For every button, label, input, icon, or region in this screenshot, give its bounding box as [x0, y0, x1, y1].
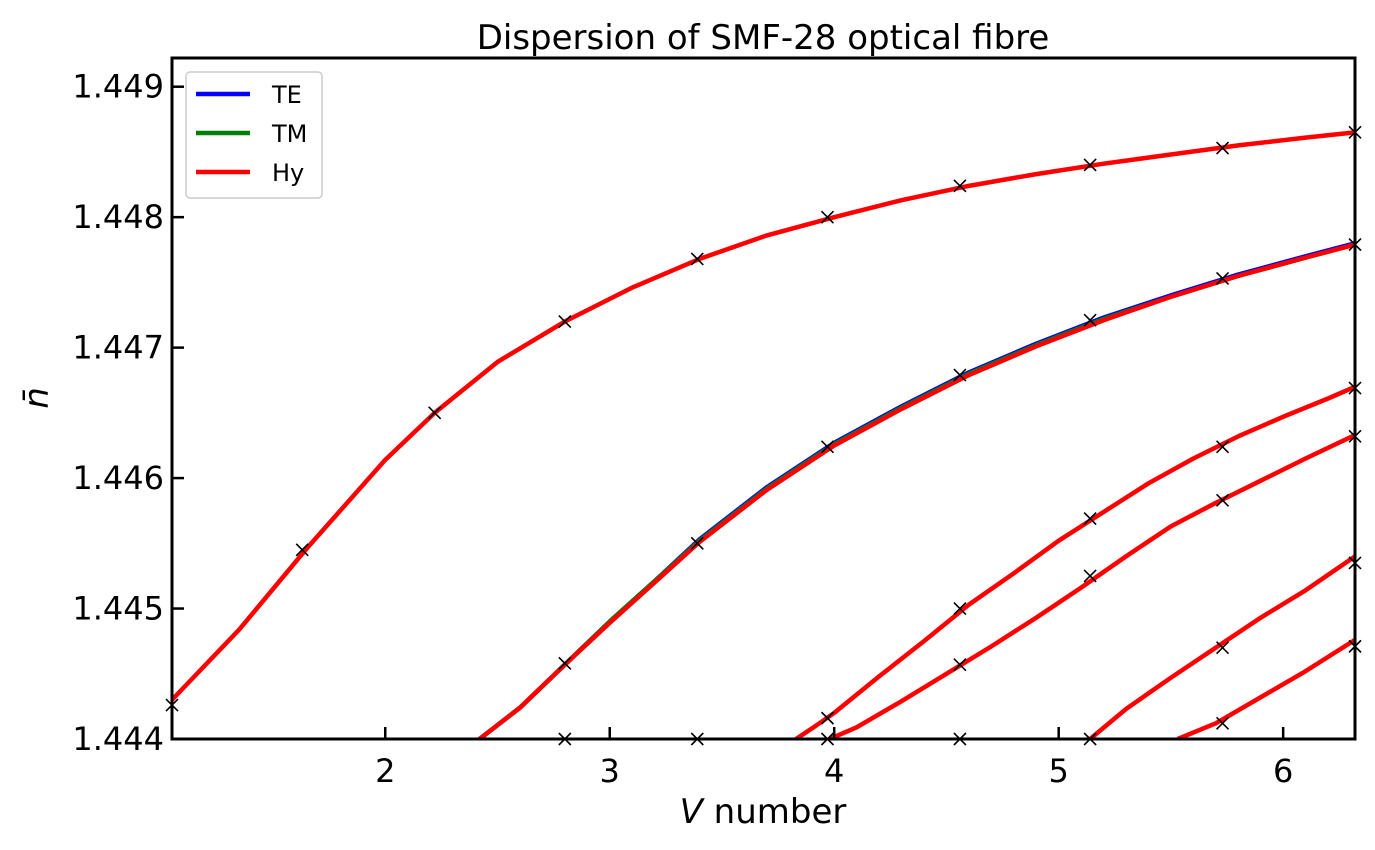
- y-tick-label: 1.447: [72, 329, 164, 367]
- data-marker: [820, 210, 835, 224]
- series-line-hy-6: [1088, 554, 1355, 739]
- x-axis-label-rest: number: [703, 792, 847, 832]
- data-marker: [1083, 158, 1097, 172]
- data-marker: [295, 543, 309, 557]
- y-tick-label: 1.446: [72, 459, 164, 497]
- x-tick-label: 2: [375, 752, 395, 790]
- x-tick-label: 6: [1273, 752, 1293, 790]
- chart-title: Dispersion of SMF-28 optical fibre: [477, 18, 1050, 58]
- x-tick-label: 4: [824, 752, 844, 790]
- legend-box: [185, 71, 323, 199]
- y-tick-label: 1.448: [72, 198, 164, 236]
- y-tick-label: 1.445: [72, 590, 164, 628]
- plot-background: [172, 58, 1355, 739]
- series-line-hy-3: [478, 242, 1355, 739]
- series-line-hy-7: [1176, 637, 1355, 739]
- x-axis-label: V number: [680, 792, 847, 832]
- x-axis-label-italic: V: [680, 792, 706, 832]
- series-line-hy-0: [172, 130, 1355, 702]
- plot-frame: [170, 56, 1357, 741]
- series-line-hy-4: [794, 384, 1355, 739]
- data-marker: [558, 656, 572, 670]
- data-marker: [1215, 716, 1230, 730]
- legend-label-hy: Hy: [272, 159, 304, 187]
- data-marker: [820, 711, 835, 725]
- legend-label-te: TE: [271, 81, 302, 109]
- data-marker: [558, 314, 572, 329]
- legend-label-tm: TM: [271, 120, 307, 148]
- data-marker: [1083, 511, 1097, 526]
- y-tick-label: 1.449: [72, 68, 164, 106]
- data-marker: [1215, 440, 1230, 454]
- data-marker: [1083, 313, 1097, 327]
- data-marker: [1215, 141, 1230, 155]
- data-marker: [953, 601, 967, 616]
- data-marker: [428, 406, 442, 420]
- data-marker: [953, 179, 967, 193]
- x-axis: 2 3 4 5 6: [375, 727, 1293, 790]
- data-marker: [1215, 641, 1230, 655]
- data-marker: [690, 252, 704, 266]
- series-line-hy-5: [828, 432, 1355, 739]
- data-marker: [1215, 493, 1230, 507]
- x-tick-label: 3: [600, 752, 620, 790]
- y-axis: 1.444 1.445 1.446 1.447 1.448 1.449: [72, 68, 184, 758]
- data-marker: [953, 658, 967, 672]
- data-marker: [1215, 271, 1230, 286]
- data-marker: [1083, 569, 1097, 583]
- data-marker: [953, 368, 967, 382]
- x-tick-label: 5: [1049, 752, 1069, 790]
- series-layer: [172, 130, 1355, 739]
- legend: TE TM Hy: [185, 71, 323, 199]
- y-tick-label: 1.444: [72, 720, 164, 758]
- data-marker: [690, 536, 704, 550]
- data-marker: [820, 440, 835, 454]
- y-axis-label: n̄: [17, 387, 57, 409]
